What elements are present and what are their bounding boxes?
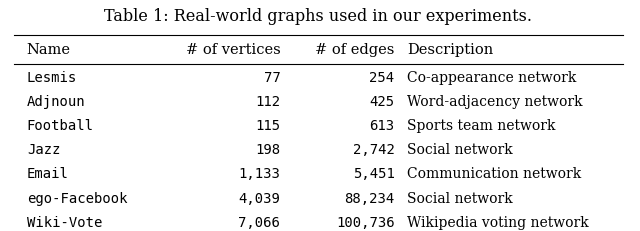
Text: 425: 425 [369, 94, 394, 109]
Text: 613: 613 [369, 119, 394, 133]
Text: Lesmis: Lesmis [27, 70, 77, 84]
Text: 2,742: 2,742 [353, 143, 394, 157]
Text: Table 1: Real-world graphs used in our experiments.: Table 1: Real-world graphs used in our e… [104, 8, 532, 25]
Text: 198: 198 [255, 143, 280, 157]
Text: 100,736: 100,736 [336, 215, 394, 229]
Text: Communication network: Communication network [407, 167, 581, 181]
Text: Wikipedia voting network: Wikipedia voting network [407, 215, 589, 229]
Text: Sports team network: Sports team network [407, 119, 556, 133]
Text: 77: 77 [264, 70, 280, 84]
Text: ego-Facebook: ego-Facebook [27, 191, 127, 205]
Text: Football: Football [27, 119, 93, 133]
Text: Word-adjacency network: Word-adjacency network [407, 94, 583, 109]
Text: Co-appearance network: Co-appearance network [407, 70, 577, 84]
Text: Social network: Social network [407, 191, 513, 205]
Text: Description: Description [407, 43, 493, 57]
Text: # of vertices: # of vertices [186, 43, 280, 57]
Text: Adjnoun: Adjnoun [27, 94, 85, 109]
Text: Name: Name [27, 43, 71, 57]
Text: 112: 112 [255, 94, 280, 109]
Text: # of edges: # of edges [315, 43, 394, 57]
Text: Jazz: Jazz [27, 143, 60, 157]
Text: 254: 254 [369, 70, 394, 84]
Text: 7,066: 7,066 [239, 215, 280, 229]
Text: 1,133: 1,133 [239, 167, 280, 181]
Text: Wiki-Vote: Wiki-Vote [27, 215, 102, 229]
Text: Social network: Social network [407, 143, 513, 157]
Text: 4,039: 4,039 [239, 191, 280, 205]
Text: 5,451: 5,451 [353, 167, 394, 181]
Text: 88,234: 88,234 [344, 191, 394, 205]
Text: Email: Email [27, 167, 68, 181]
Text: 115: 115 [255, 119, 280, 133]
